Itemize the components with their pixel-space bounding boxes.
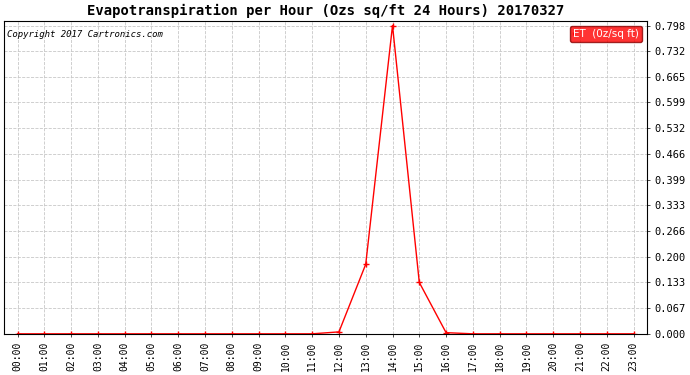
- Title: Evapotranspiration per Hour (Ozs sq/ft 24 Hours) 20170327: Evapotranspiration per Hour (Ozs sq/ft 2…: [87, 4, 564, 18]
- Legend: ET  (0z/sq ft): ET (0z/sq ft): [570, 26, 642, 42]
- Text: Copyright 2017 Cartronics.com: Copyright 2017 Cartronics.com: [8, 30, 164, 39]
